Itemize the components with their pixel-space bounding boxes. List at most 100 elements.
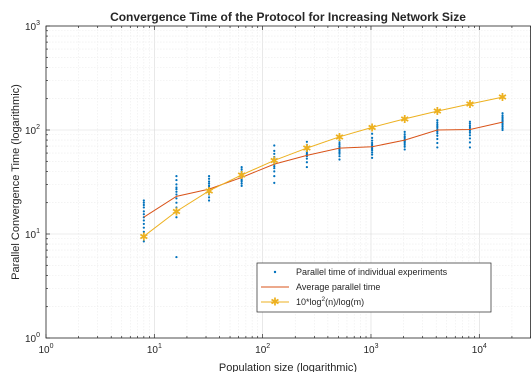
scatter-point — [142, 240, 145, 243]
scatter-point — [207, 175, 211, 178]
scatter-point — [338, 145, 341, 148]
scatter-point — [403, 143, 406, 146]
scatter-point — [175, 190, 178, 193]
scatter-point — [142, 206, 145, 209]
scatter-point — [371, 153, 374, 156]
scatter-point — [501, 128, 504, 132]
formula-point-marker: ✱ — [465, 99, 474, 111]
scatter-point — [273, 152, 276, 155]
chart-title: Convergence Time of the Protocol for Inc… — [110, 10, 466, 24]
formula-point-marker: ✱ — [139, 231, 148, 243]
scatter-point — [305, 161, 308, 164]
scatter-point — [436, 132, 439, 135]
scatter-point — [468, 122, 472, 125]
y-tick-label: 102 — [25, 124, 40, 137]
scatter-point — [175, 206, 178, 209]
x-tick-label: 104 — [472, 343, 487, 356]
scatter-point — [240, 170, 243, 173]
scatter-point — [338, 152, 341, 155]
formula-point-marker: ✱ — [400, 114, 409, 126]
legend-label-formula: 10*log2(n)/log(m) — [296, 296, 364, 307]
grid — [45, 25, 531, 339]
scatter-point — [273, 161, 276, 164]
scatter-point — [436, 119, 439, 122]
scatter-point — [207, 184, 211, 188]
scatter-point — [338, 155, 341, 158]
scatter-point — [501, 125, 504, 128]
scatter-point — [468, 146, 472, 149]
y-tick-label-exponent: 1 — [36, 228, 40, 235]
legend: Parallel time of individual experiments … — [256, 262, 492, 313]
scatter-point — [468, 134, 472, 137]
scatter-point — [207, 177, 211, 180]
scatter-point — [142, 219, 145, 222]
scatter-point — [338, 158, 341, 161]
x-tick-label-base: 10 — [363, 345, 375, 356]
y-tick-label-base: 10 — [25, 230, 37, 241]
scatter-point — [468, 141, 472, 144]
scatter-point — [273, 157, 276, 160]
formula-point-marker: ✱ — [302, 143, 311, 155]
scatter-point — [501, 123, 504, 126]
scatter-point — [207, 191, 211, 194]
x-tick-label-exponent: 0 — [50, 343, 54, 350]
legend-label-formula-tail: (n)/log(m) — [325, 297, 364, 307]
scatter-point — [240, 165, 243, 169]
y-tick-label-base: 10 — [25, 334, 37, 345]
scatter-point — [468, 131, 472, 134]
scatter-point — [371, 156, 374, 159]
scatter-point — [273, 175, 276, 178]
scatter-point — [142, 201, 145, 204]
y-tick-label: 103 — [25, 20, 40, 33]
scatter-point — [468, 126, 472, 129]
scatter-point — [175, 175, 178, 178]
x-tick-label-exponent: 4 — [483, 343, 487, 350]
series-layer: ✱ ✱ ✱ ✱ ✱ ✱ ✱ ✱ ✱ ✱ ✱ ✱ — [139, 92, 507, 259]
scatter-point — [468, 137, 472, 140]
x-tick-label: 103 — [363, 343, 378, 356]
scatter-point — [142, 210, 145, 213]
formula-point-marker: ✱ — [433, 106, 442, 118]
scatter-point — [403, 136, 406, 139]
formula-point-marker: ✱ — [204, 186, 213, 198]
scatter-point — [273, 155, 276, 159]
scatter-point — [240, 172, 243, 175]
scatter-point — [273, 167, 276, 170]
scatter-point — [142, 199, 145, 202]
scatter-point — [436, 121, 439, 124]
legend-label-formula-sup: 2 — [322, 296, 326, 303]
scatter-point — [305, 140, 308, 143]
scatter-point — [305, 165, 308, 169]
scatter-point — [436, 130, 439, 133]
legend-marker-scatter — [273, 270, 277, 274]
formula-point-marker: ✱ — [172, 206, 181, 218]
y-tick-label-exponent: 3 — [36, 20, 40, 27]
scatter-point — [436, 125, 439, 128]
scatter-point — [175, 193, 178, 196]
scatter-point — [338, 139, 341, 142]
x-tick-label-base: 10 — [255, 345, 267, 356]
scatter-point — [371, 139, 374, 142]
scatter-point — [371, 132, 374, 135]
x-tick-label: 102 — [255, 343, 270, 356]
x-axis-label: Population size (logarithmic) — [219, 362, 357, 372]
scatter-point — [175, 201, 178, 204]
scatter-point — [207, 199, 211, 202]
scatter-point — [436, 126, 439, 129]
scatter-point — [338, 141, 341, 145]
x-tick-label-base: 10 — [147, 345, 159, 356]
x-tick-label-base: 10 — [472, 345, 484, 356]
scatter-point — [403, 145, 406, 148]
scatter-point — [273, 149, 276, 152]
scatter-point — [468, 124, 472, 127]
formula-line — [143, 96, 503, 237]
scatter-point — [436, 134, 439, 137]
scatter-point — [501, 127, 504, 130]
scatter-point — [175, 178, 178, 182]
scatter-point — [371, 136, 374, 139]
average-line — [143, 121, 503, 218]
scatter-point — [403, 133, 406, 136]
formula-point-marker: ✱ — [270, 155, 279, 167]
